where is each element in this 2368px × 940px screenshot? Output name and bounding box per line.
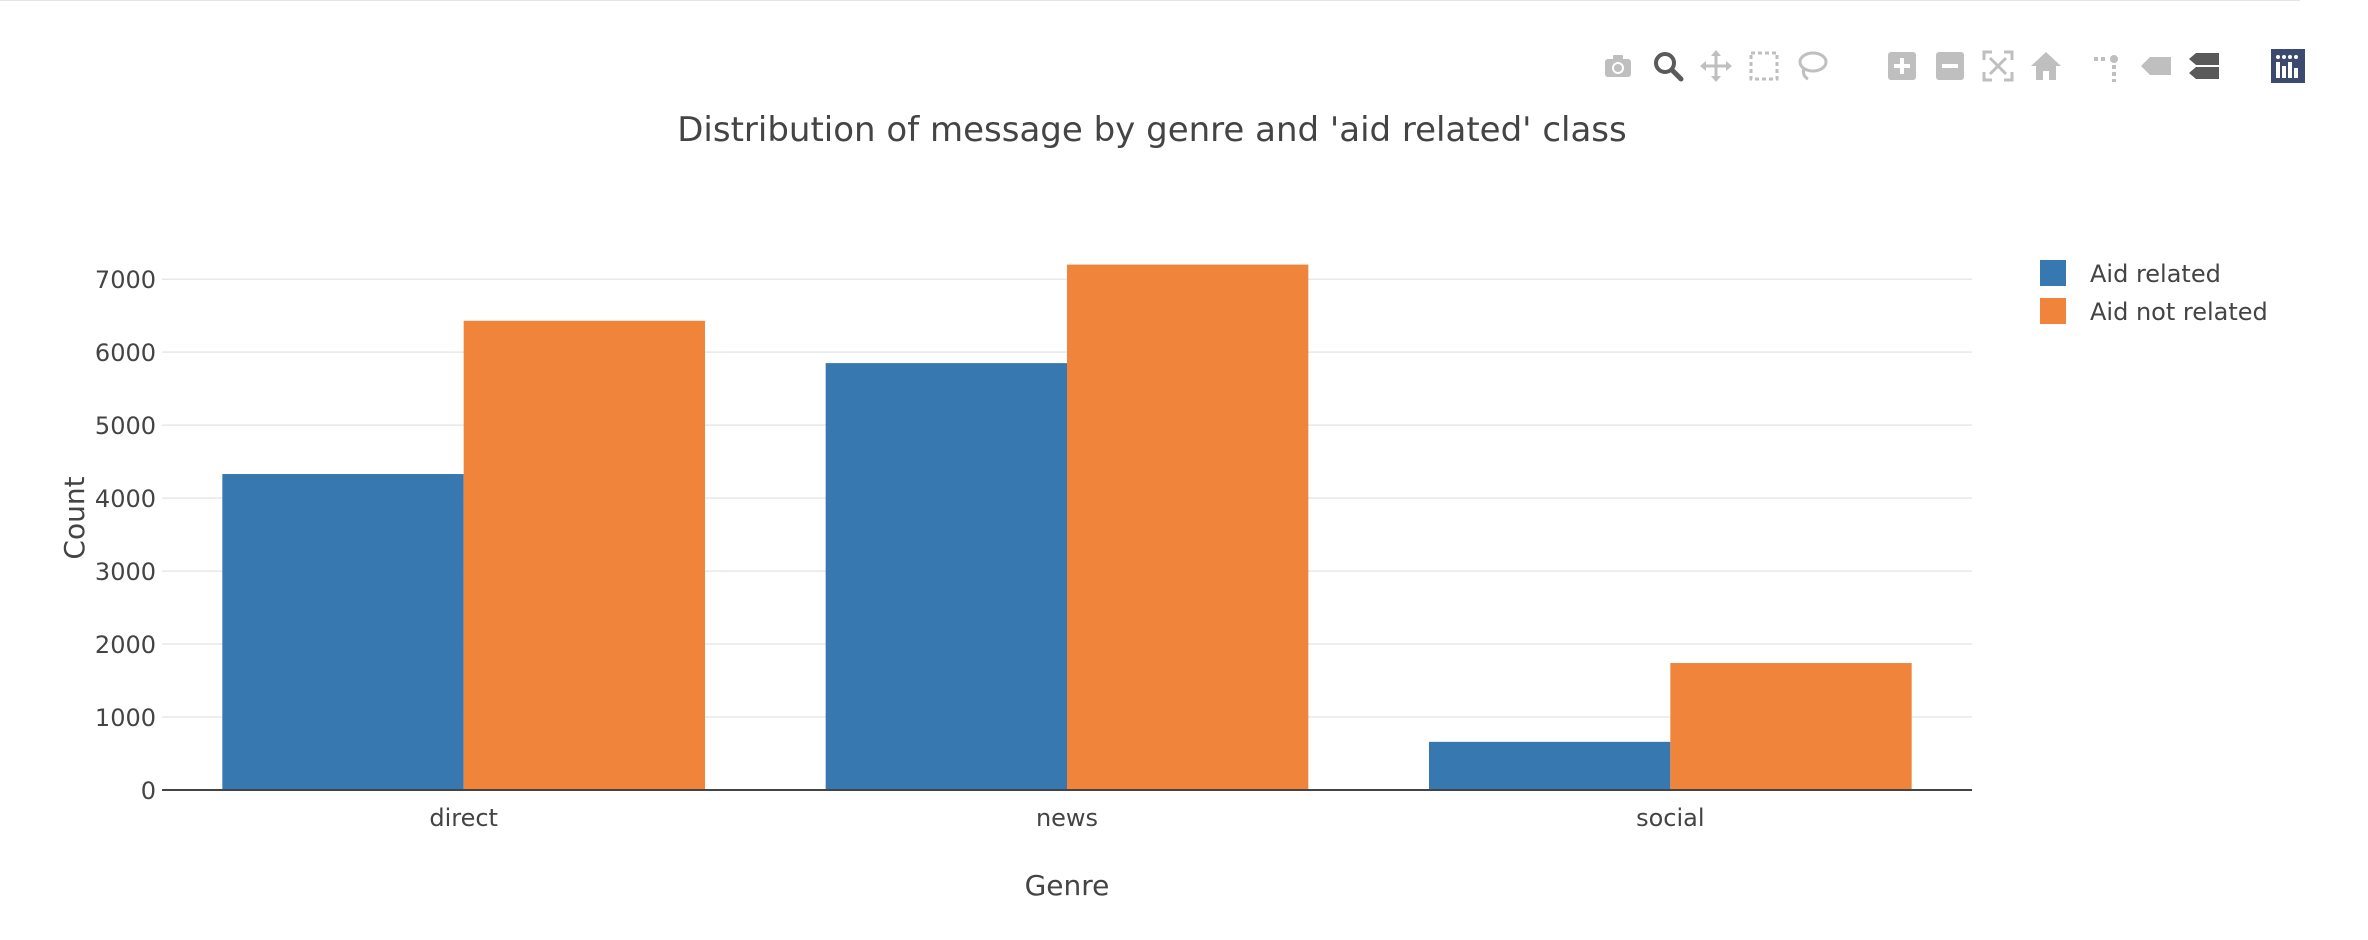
hover-closest-icon[interactable] (2138, 48, 2174, 84)
y-tick-label: 0 (141, 777, 156, 805)
bar-direct-aid-not-related[interactable] (463, 320, 705, 790)
pan-icon[interactable] (1698, 48, 1734, 84)
top-divider (0, 0, 2300, 1)
zoom-out-icon[interactable] (1932, 48, 1968, 84)
box-select-icon[interactable] (1746, 48, 1782, 84)
autoscale-icon[interactable] (1980, 48, 2016, 84)
x-axis-label: Genre (1025, 869, 1110, 902)
chart-modebar (1600, 48, 2305, 88)
reset-axes-icon[interactable] (2028, 48, 2064, 84)
bar-group (222, 264, 1912, 790)
y-tick-label: 7000 (95, 266, 156, 294)
bar-social-aid-related[interactable] (1429, 741, 1671, 790)
bar-news-aid-not-related[interactable] (1067, 264, 1309, 790)
zoom-in-icon[interactable] (1884, 48, 1920, 84)
legend-label: Aid not related (2090, 298, 2268, 326)
y-tick-label: 6000 (95, 339, 156, 367)
legend-item-aid-related[interactable]: Aid related (2040, 260, 2221, 288)
legend: Aid related Aid not related (2040, 260, 2268, 326)
y-tick-label: 2000 (95, 631, 156, 659)
plotly-logo-icon[interactable] (2270, 48, 2306, 84)
chart-title: Distribution of message by genre and 'ai… (677, 110, 1626, 150)
y-tick-label: 3000 (95, 558, 156, 586)
x-tick-label: news (1036, 804, 1098, 832)
y-axis-ticks: 0 1000 2000 3000 4000 5000 6000 7000 (95, 266, 156, 805)
x-tick-label: social (1636, 804, 1704, 832)
hover-compare-icon[interactable] (2186, 48, 2222, 84)
camera-icon[interactable] (1600, 48, 1636, 84)
lasso-select-icon[interactable] (1794, 48, 1830, 84)
x-axis-ticks: direct news social (429, 804, 1704, 832)
legend-swatch (2040, 298, 2066, 324)
y-tick-label: 5000 (95, 412, 156, 440)
spike-lines-icon[interactable] (2090, 48, 2126, 84)
y-tick-label: 1000 (95, 704, 156, 732)
bar-social-aid-not-related[interactable] (1670, 663, 1912, 790)
legend-item-aid-not-related[interactable]: Aid not related (2040, 298, 2268, 326)
bar-news-aid-related[interactable] (825, 363, 1067, 790)
bar-direct-aid-related[interactable] (222, 474, 464, 790)
legend-label: Aid related (2090, 260, 2221, 288)
y-tick-label: 4000 (95, 485, 156, 513)
legend-swatch (2040, 260, 2066, 286)
y-axis-label: Count (58, 476, 91, 559)
x-tick-label: direct (429, 804, 498, 832)
zoom-icon[interactable] (1650, 48, 1686, 84)
